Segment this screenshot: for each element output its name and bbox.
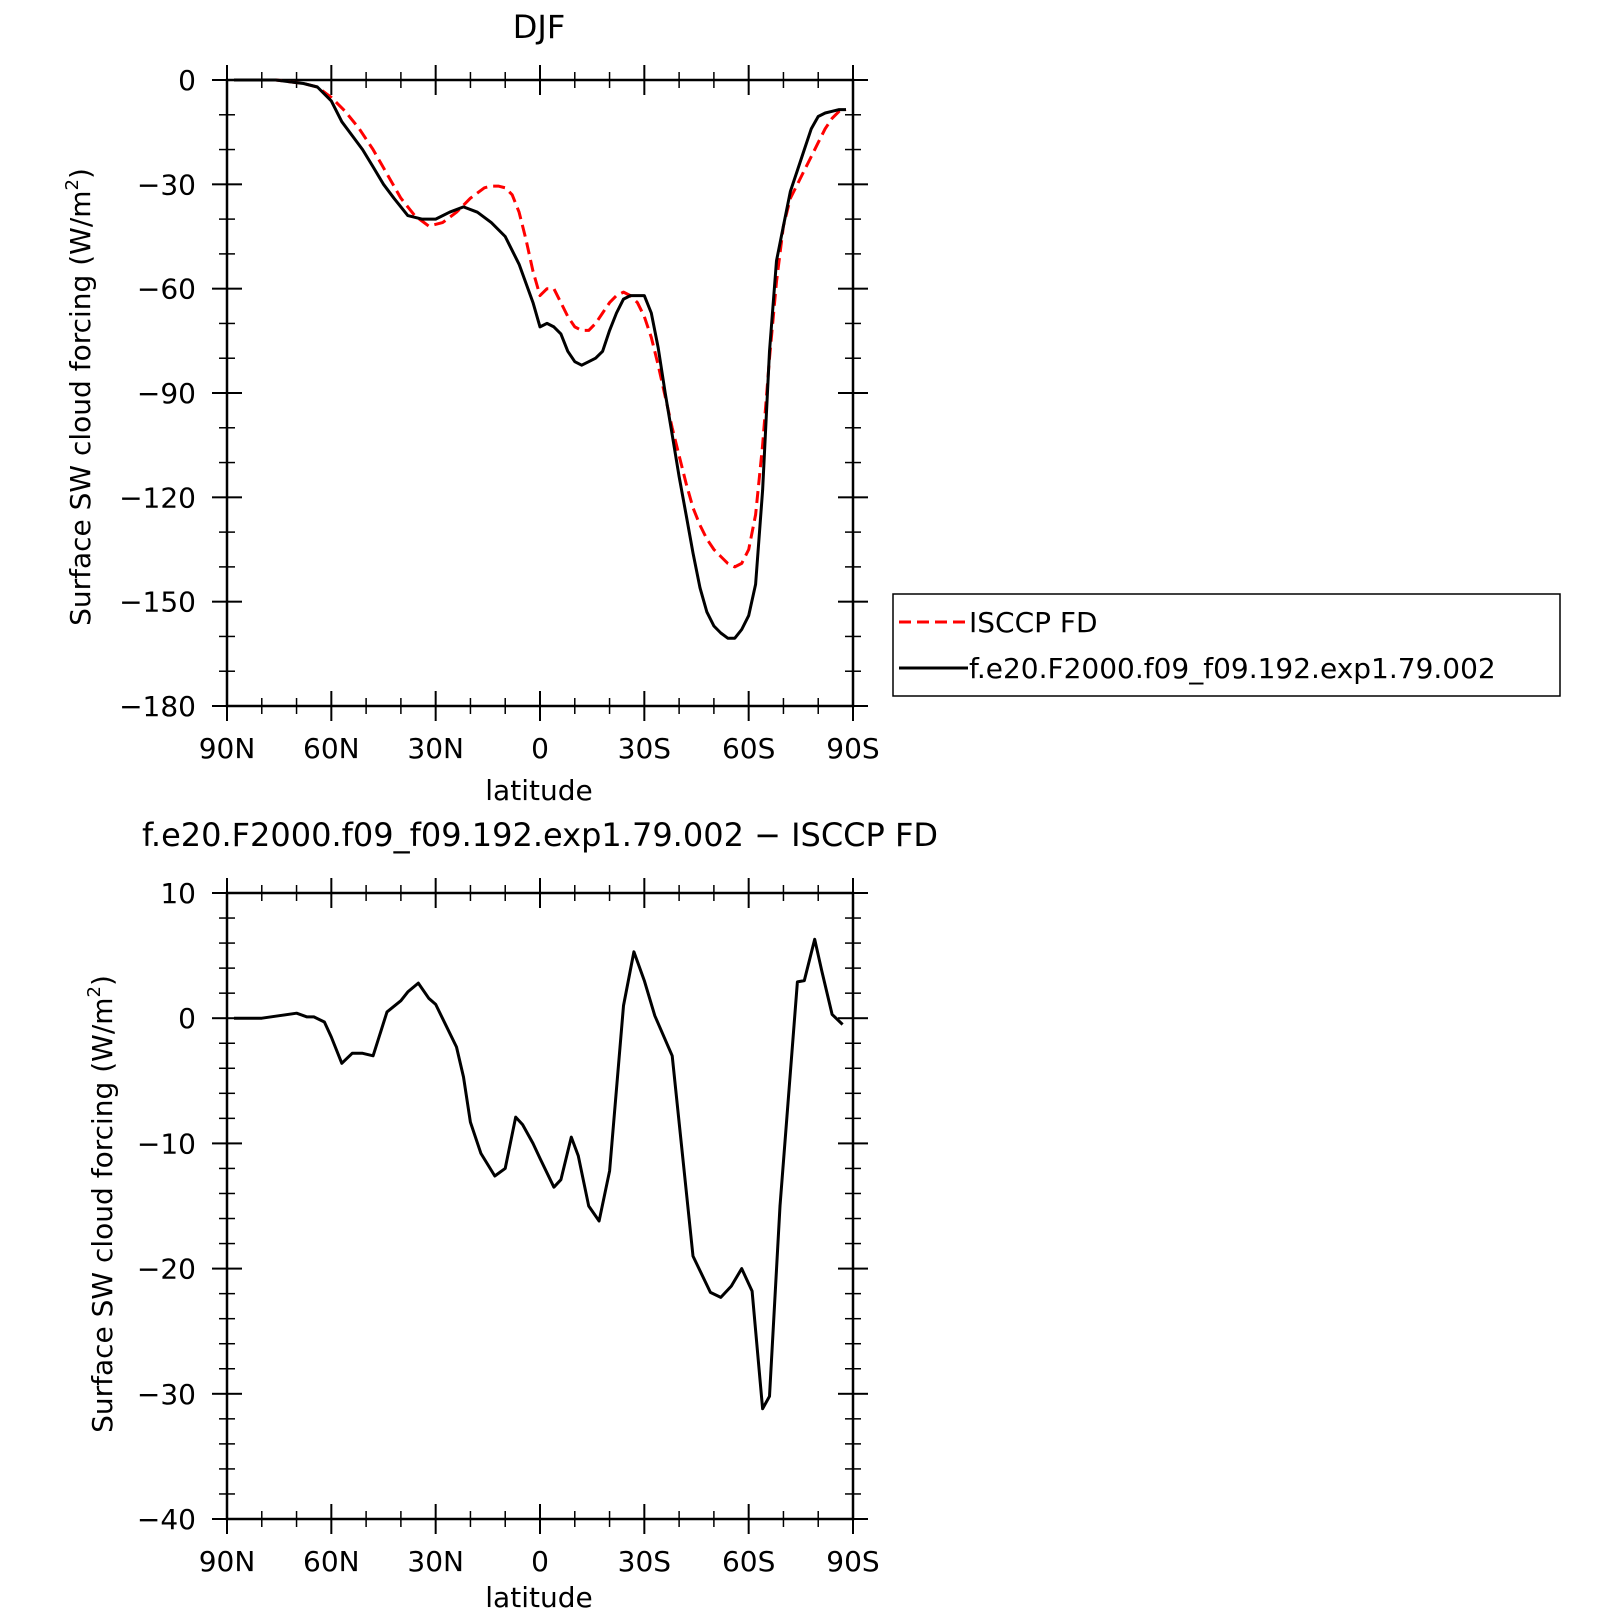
djf-x-tick-label: 0 [531,732,549,765]
difference-y-axis-label-superscript: 2 [84,986,105,997]
difference-series-line-0 [234,937,844,1411]
difference-y-tick-label: −30 [137,1378,196,1411]
difference-x-tick-label: 90N [199,1545,256,1578]
difference-x-tick-label: 30S [618,1545,671,1578]
djf-plot-area: 90N 60N 30N 0 30S 60S 90S 0 −30 −60 −90 −120 −150 −18… [119,64,880,765]
djf-y-axis-label-text: Surface SW cloud forcing (W/m [64,190,97,625]
djf-x-axis-label: latitude [485,774,592,807]
djf-y-tick-label: −150 [119,586,196,619]
difference-x-tick-label: 90S [826,1545,879,1578]
difference-y-tick-label: 0 [178,1002,196,1035]
difference-x-tick-label: 0 [531,1545,549,1578]
djf-y-tick-label: −120 [119,481,196,514]
legend-box [892,593,1561,697]
difference-plot-area: 90N 60N 30N 0 30S 60S 90S 10 0 −10 −20 −30 −40 [137,877,880,1578]
djf-y-tick-label: −30 [137,168,196,201]
djf-x-tick-label: 30S [618,732,671,765]
difference-y-tick-label: −10 [137,1127,196,1160]
djf-panel: DJF 90N 60N 30N 0 30S 60S 90S 0 −30 −60 −90 −120 −15… [62,8,1561,807]
djf-y-axis-label: Surface SW cloud forcing (W/m2) [62,168,97,626]
legend-label-model: f.e20.F2000.f09_f09.192.exp1.79.002 [969,652,1496,685]
difference-x-tick-label: 60S [722,1545,775,1578]
difference-y-tick-label: −20 [137,1253,196,1286]
djf-legend: ISCCP FD f.e20.F2000.f09_f09.192.exp1.79… [892,593,1561,697]
legend-label-isccp: ISCCP FD [969,606,1098,639]
djf-x-tick-label: 30N [407,732,464,765]
difference-x-axis-label: latitude [485,1581,592,1613]
djf-x-tick-label: 60S [722,732,775,765]
difference-y-axis-label-close: ) [86,975,119,986]
djf-series-line-0 [234,78,847,569]
djf-series-line-1 [234,78,846,640]
djf-x-tick-label: 60N [303,732,360,765]
difference-plot-frame [225,891,855,1521]
djf-plot-frame [225,78,855,708]
difference-x-tick-label: 60N [303,1545,360,1578]
djf-title: DJF [513,8,565,46]
djf-y-tick-label: 0 [178,64,196,97]
difference-y-axis-label: Surface SW cloud forcing (W/m2) [84,975,119,1433]
djf-y-tick-label: −180 [119,690,196,723]
difference-x-tick-label: 30N [407,1545,464,1578]
difference-title: f.e20.F2000.f09_f09.192.exp1.79.002 − IS… [142,816,938,854]
difference-y-axis-label-text: Surface SW cloud forcing (W/m [86,997,119,1432]
djf-y-axis-label-close: ) [64,168,97,179]
djf-y-tick-label: −90 [137,377,196,410]
djf-y-tick-label: −60 [137,273,196,306]
djf-x-tick-label: 90S [826,732,879,765]
difference-y-tick-label: −40 [137,1503,196,1536]
difference-y-tick-label: 10 [160,877,196,910]
difference-panel: f.e20.F2000.f09_f09.192.exp1.79.002 − IS… [84,816,938,1613]
djf-y-axis-label-superscript: 2 [62,179,83,190]
djf-x-tick-label: 90N [199,732,256,765]
